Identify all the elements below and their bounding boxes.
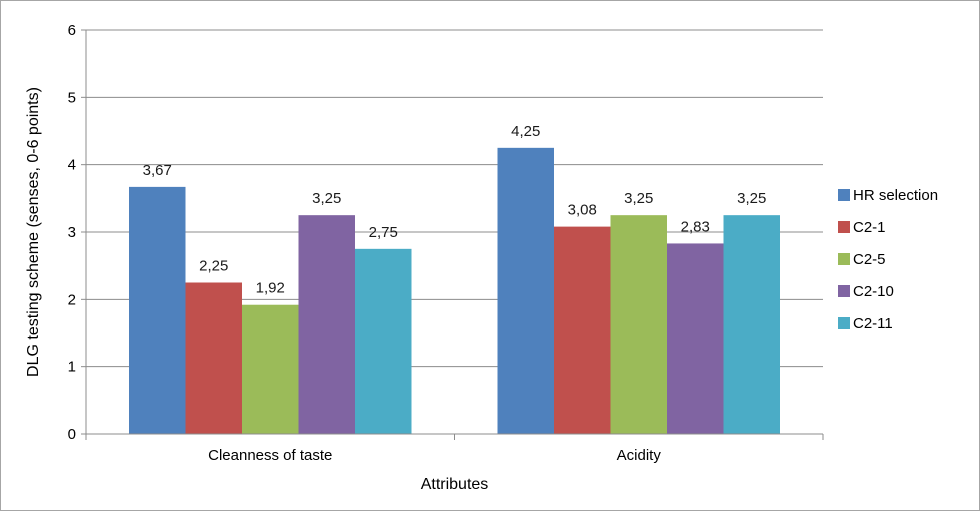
y-tick-label: 3: [68, 224, 76, 241]
data-label: 4,25: [511, 123, 540, 140]
data-label: 2,25: [199, 258, 228, 275]
bar: [667, 243, 724, 434]
axes: [85, 30, 824, 440]
y-tick-label: 4: [68, 157, 76, 174]
bar: [298, 215, 355, 434]
bar: [497, 147, 554, 435]
legend-label: C2-11: [853, 315, 893, 332]
legend-swatch: [838, 317, 850, 329]
bar: [355, 248, 412, 434]
legend-label: C2-5: [853, 251, 886, 268]
x-tick-label: Cleanness of taste: [208, 447, 332, 464]
bar: [610, 215, 667, 434]
y-tick-label: 6: [68, 22, 76, 39]
y-tick-label: 1: [68, 359, 76, 376]
y-tick-labels: 0 1 2 3 4 5 6: [68, 22, 76, 443]
legend-swatch: [838, 285, 850, 297]
bar: [129, 186, 186, 434]
data-label: 2,75: [369, 224, 398, 241]
data-label: 3,08: [568, 202, 597, 219]
bars: [129, 147, 780, 435]
data-label: 3,67: [143, 162, 172, 179]
data-label: 3,25: [312, 190, 341, 207]
y-tick-label: 5: [68, 89, 76, 106]
legend: HR selection C2-1 C2-5 C2-10 C2-11: [838, 187, 938, 332]
x-tick-labels: Cleanness of taste Acidity: [208, 447, 661, 464]
y-tick-label: 2: [68, 291, 76, 308]
y-axis-title: DLG testing scheme (senses, 0-6 points): [25, 87, 42, 377]
legend-swatch: [838, 189, 850, 201]
bar: [185, 282, 242, 434]
data-label: 3,25: [624, 190, 653, 207]
legend-label: HR selection: [853, 187, 938, 204]
data-label: 1,92: [256, 280, 285, 297]
bar: [242, 304, 299, 434]
data-labels: 3,67 2,25 1,92 3,25 2,75 4,25 3,08 3,25 2,83 3,25: [143, 123, 767, 297]
legend-swatch: [838, 253, 850, 265]
bar: [723, 215, 780, 434]
legend-swatch: [838, 221, 850, 233]
data-label: 2,83: [681, 218, 710, 235]
x-tick-label: Acidity: [617, 447, 662, 464]
data-label: 3,25: [737, 190, 766, 207]
y-tick-label: 0: [68, 426, 76, 443]
x-axis-title: Attributes: [421, 476, 489, 493]
legend-label: C2-1: [853, 219, 886, 236]
legend-label: C2-10: [853, 283, 894, 300]
bar: [554, 226, 611, 434]
